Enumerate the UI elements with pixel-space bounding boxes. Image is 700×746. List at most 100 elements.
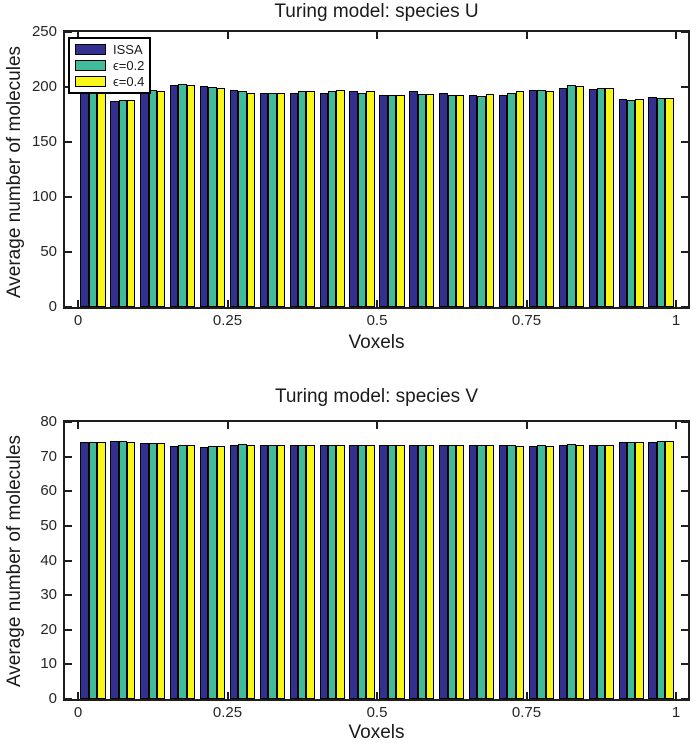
y-tick-mark	[681, 421, 688, 423]
y-tick-label: 0	[48, 690, 57, 707]
bar-ϵ=0.2	[567, 444, 576, 699]
bar-ϵ=0.4	[306, 445, 315, 699]
bar-ISSA	[618, 442, 627, 699]
bar-ϵ=0.2	[327, 445, 337, 699]
bar-ϵ=0.4	[635, 442, 644, 699]
bar-ϵ=0.2	[148, 90, 157, 307]
bar-ϵ=0.2	[178, 445, 187, 699]
bar-ϵ=0.4	[455, 444, 465, 699]
y-tick-label: 10	[40, 655, 57, 673]
y-tick-mark	[65, 251, 72, 253]
bar-ISSA	[259, 92, 269, 307]
x-tick-mark	[376, 300, 378, 307]
bar-ISSA	[140, 92, 149, 307]
bar-ϵ=0.2	[118, 441, 128, 699]
bar-ϵ=0.2	[238, 91, 247, 307]
legend-item-issa: ISSA	[75, 43, 144, 56]
y-tick-label: 150	[31, 133, 57, 150]
bar-ϵ=0.2	[567, 84, 576, 307]
bar-ϵ=0.2	[656, 98, 666, 307]
bar-ϵ=0.4	[485, 93, 495, 307]
bar-ϵ=0.4	[186, 445, 196, 699]
bar-ϵ=0.2	[477, 444, 486, 699]
bar-ϵ=0.2	[88, 442, 98, 699]
x-tick-label: 0	[73, 312, 83, 329]
bar-ISSA	[409, 91, 418, 307]
legend-label-issa: ISSA	[113, 42, 143, 57]
y-tick-mark	[65, 698, 72, 700]
legend-swatch-issa	[75, 44, 106, 55]
bar-ϵ=0.4	[665, 441, 674, 699]
chart-species-u: Turing model: species U Average number o…	[4, 1, 690, 353]
x-tick-label: 0.75	[511, 312, 542, 329]
bar-ISSA	[379, 445, 388, 699]
y-tick-mark	[681, 698, 688, 700]
y-tick-mark	[681, 251, 688, 253]
y-tick-label: 250	[31, 23, 57, 40]
bar-ϵ=0.4	[426, 444, 435, 699]
bar-ϵ=0.4	[186, 84, 196, 307]
bar-ISSA	[319, 444, 328, 699]
legend: ISSA ϵ=0.2 ϵ=0.4	[68, 37, 152, 94]
y-tick-label: 200	[31, 78, 57, 95]
y-tick-label: 70	[40, 447, 57, 465]
bar-ϵ=0.2	[268, 92, 277, 307]
x-tick-mark	[77, 300, 79, 307]
y-tick-mark	[65, 490, 72, 493]
bar-ISSA	[469, 444, 478, 699]
chart-species-v: Turing model: species V Average number o…	[0, 373, 700, 746]
bar-ϵ=0.4	[575, 85, 584, 307]
bar-ISSA	[409, 444, 418, 699]
bar-ϵ=0.2	[537, 445, 546, 699]
x-tick-mark	[376, 422, 378, 429]
bar-ϵ=0.2	[417, 93, 427, 307]
bar-ϵ=0.4	[156, 91, 166, 307]
bar-ϵ=0.2	[626, 100, 636, 307]
bar-ISSA	[379, 94, 388, 307]
bar-ϵ=0.4	[366, 91, 375, 307]
bar-ϵ=0.2	[268, 444, 277, 699]
y-tick-mark	[681, 628, 688, 631]
bar-ϵ=0.4	[336, 444, 345, 699]
bar-ISSA	[229, 445, 239, 699]
bar-ϵ=0.2	[148, 443, 157, 699]
x-tick-mark	[525, 300, 528, 307]
y-tick-mark	[681, 663, 688, 666]
legend-label-eps02: ϵ=0.2	[113, 58, 145, 73]
y-tick-mark	[65, 306, 72, 308]
y-tick-label: 80	[40, 413, 57, 430]
y-tick-mark	[681, 524, 688, 527]
bar-ISSA	[289, 92, 299, 307]
bar-ϵ=0.2	[597, 444, 606, 699]
bar-ISSA	[439, 445, 448, 699]
bar-ϵ=0.4	[276, 444, 285, 699]
x-tick-mark	[675, 692, 677, 699]
bar-ϵ=0.4	[605, 444, 614, 699]
x-tick-label: 0.5	[366, 312, 388, 329]
legend-swatch-eps04	[75, 76, 106, 87]
x-tick-mark	[226, 692, 229, 699]
x-tick-mark	[675, 300, 677, 307]
bar-ISSA	[469, 94, 478, 307]
x-tick-mark	[376, 32, 378, 39]
plot-area	[63, 420, 690, 701]
chart-title: Turing model: species U	[274, 1, 479, 22]
plot-area: ISSA ϵ=0.2 ϵ=0.4	[63, 30, 690, 309]
bar-ϵ=0.2	[387, 444, 397, 699]
y-tick-label: 20	[40, 620, 57, 638]
y-tick-label: 40	[40, 551, 57, 569]
bar-ISSA	[648, 441, 657, 699]
x-tick-label: 0.25	[212, 704, 243, 721]
bar-ϵ=0.4	[276, 92, 285, 307]
bar-ϵ=0.4	[97, 88, 106, 307]
x-tick-mark	[77, 422, 79, 429]
y-tick-mark	[65, 421, 72, 423]
bar-ϵ=0.2	[537, 90, 546, 307]
bar-ϵ=0.2	[597, 88, 606, 307]
x-tick-label: 0.25	[212, 312, 243, 329]
y-tick-label: 50	[40, 516, 57, 534]
y-tick-label: 50	[40, 243, 57, 260]
y-tick-mark	[681, 559, 688, 562]
x-tick-label: 1	[671, 704, 681, 721]
bar-ϵ=0.4	[216, 88, 226, 307]
